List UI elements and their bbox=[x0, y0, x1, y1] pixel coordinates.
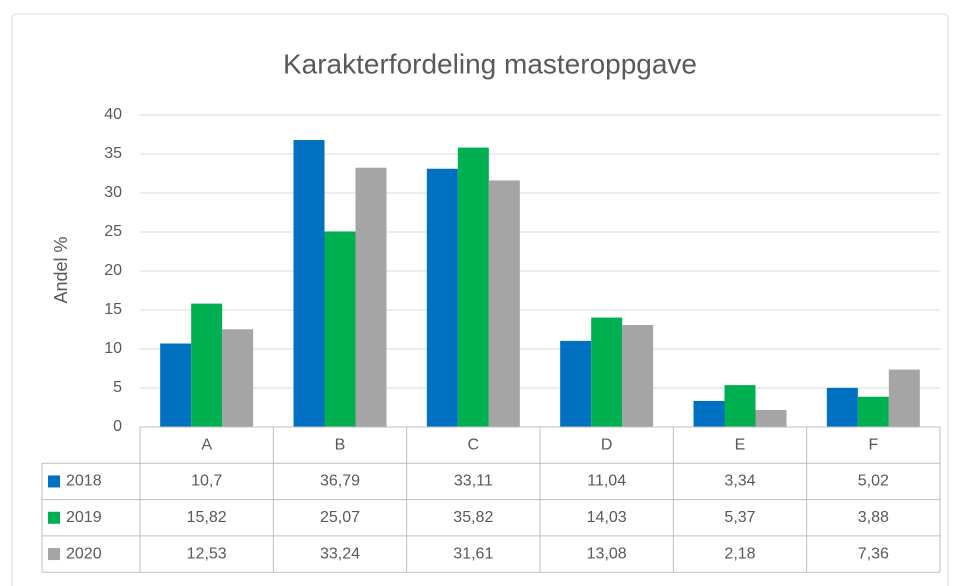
table-value: 13,08 bbox=[587, 545, 627, 562]
bar bbox=[755, 409, 787, 427]
bar bbox=[426, 168, 458, 427]
bar bbox=[591, 317, 623, 427]
table-value: 15,82 bbox=[187, 509, 227, 526]
bar bbox=[293, 140, 325, 427]
bar bbox=[622, 324, 654, 427]
bar bbox=[160, 343, 192, 427]
bar bbox=[488, 180, 520, 427]
bar bbox=[324, 231, 356, 427]
x-tick-label: D bbox=[601, 436, 613, 453]
bar bbox=[191, 303, 223, 427]
x-tick-label: E bbox=[735, 436, 746, 453]
y-tick-label: 25 bbox=[104, 223, 122, 240]
table-value: 31,61 bbox=[453, 545, 493, 562]
x-tick-label: C bbox=[468, 436, 480, 453]
table-value: 10,7 bbox=[191, 473, 222, 490]
y-tick-label: 20 bbox=[104, 262, 122, 279]
table-value: 33,24 bbox=[320, 545, 360, 562]
table-value: 25,07 bbox=[320, 509, 360, 526]
y-axis-label: Andel % bbox=[51, 236, 71, 303]
x-tick-label: B bbox=[335, 436, 346, 453]
table-value: 5,02 bbox=[858, 473, 889, 490]
legend-label: 2020 bbox=[66, 545, 102, 562]
y-tick-label: 0 bbox=[113, 418, 122, 435]
table-value: 14,03 bbox=[587, 509, 627, 526]
legend-key bbox=[48, 475, 60, 488]
bar bbox=[826, 387, 858, 427]
table-value: 35,82 bbox=[453, 509, 493, 526]
legend-label: 2019 bbox=[66, 509, 102, 526]
bar bbox=[222, 329, 254, 427]
bar bbox=[355, 167, 387, 427]
y-tick-label: 30 bbox=[104, 184, 122, 201]
bar bbox=[560, 340, 592, 427]
bar bbox=[857, 396, 889, 427]
table-value: 5,37 bbox=[724, 509, 755, 526]
chart-title: Karakterfordeling masteroppgave bbox=[283, 48, 697, 79]
table-value: 7,36 bbox=[858, 545, 889, 562]
y-tick-label: 15 bbox=[104, 301, 122, 318]
table-value: 11,04 bbox=[587, 473, 626, 490]
bar bbox=[457, 147, 489, 427]
y-tick-label: 40 bbox=[104, 106, 122, 123]
table-value: 2,18 bbox=[724, 545, 755, 562]
table-value: 3,88 bbox=[858, 509, 889, 526]
x-tick-label: F bbox=[868, 436, 878, 453]
table-value: 36,79 bbox=[320, 473, 360, 490]
legend-key bbox=[48, 548, 60, 561]
legend-label: 2018 bbox=[66, 473, 102, 490]
bar bbox=[724, 385, 756, 427]
table-value: 33,11 bbox=[454, 473, 493, 490]
y-tick-label: 35 bbox=[104, 145, 122, 162]
legend-key bbox=[48, 511, 60, 524]
table-value: 12,53 bbox=[187, 545, 227, 562]
bar bbox=[888, 369, 920, 427]
bar bbox=[693, 400, 725, 427]
y-tick-label: 10 bbox=[104, 340, 122, 357]
y-tick-label: 5 bbox=[113, 379, 122, 396]
table-value: 3,34 bbox=[724, 473, 755, 490]
x-tick-label: A bbox=[201, 436, 212, 453]
